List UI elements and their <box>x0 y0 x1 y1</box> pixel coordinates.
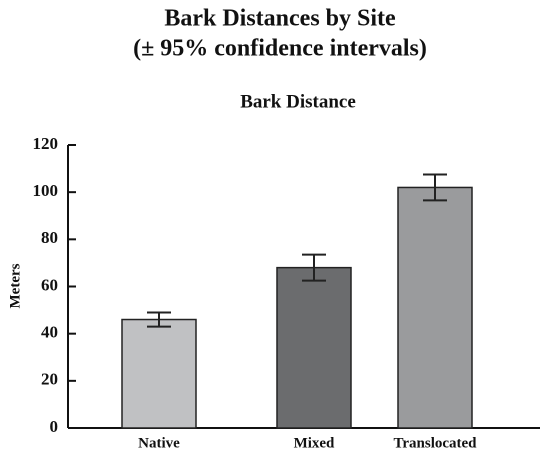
y-axis-label: Meters <box>7 263 23 308</box>
bar <box>276 266 352 429</box>
x-tick-label: Native <box>138 435 180 451</box>
chart-title: Bark Distances by Site <box>164 6 396 32</box>
y-tick-label: 80 <box>41 228 58 247</box>
y-tick-label: 40 <box>41 323 58 342</box>
x-tick-label: Translocated <box>393 435 477 451</box>
error-bar <box>302 253 326 282</box>
x-tick-label: Mixed <box>294 435 335 451</box>
bar <box>121 318 197 429</box>
error-bar <box>147 311 171 328</box>
y-tick-label: 120 <box>33 134 59 153</box>
y-tick-label: 0 <box>50 417 59 436</box>
y-tick-label: 60 <box>41 275 58 294</box>
y-tick-label: 20 <box>41 370 58 389</box>
bar <box>397 186 473 429</box>
y-tick-label: 100 <box>33 181 59 200</box>
error-bar <box>423 173 447 202</box>
chart-subtitle: (± 95% confidence intervals) <box>133 36 427 62</box>
panel-title: Bark Distance <box>240 91 356 112</box>
